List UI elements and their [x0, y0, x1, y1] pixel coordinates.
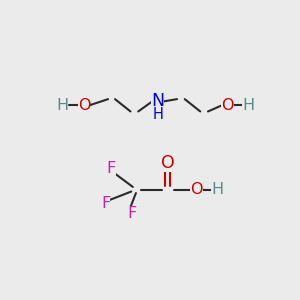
- Text: F: F: [101, 196, 110, 211]
- Text: O: O: [161, 154, 175, 172]
- Text: H: H: [211, 182, 224, 197]
- Text: F: F: [106, 161, 116, 176]
- Text: H: H: [152, 107, 163, 122]
- Text: O: O: [221, 98, 234, 113]
- Text: H: H: [242, 98, 254, 113]
- Text: O: O: [190, 182, 202, 197]
- Text: F: F: [128, 206, 137, 220]
- Text: H: H: [56, 98, 68, 113]
- Text: O: O: [78, 98, 90, 113]
- Text: N: N: [151, 92, 164, 110]
